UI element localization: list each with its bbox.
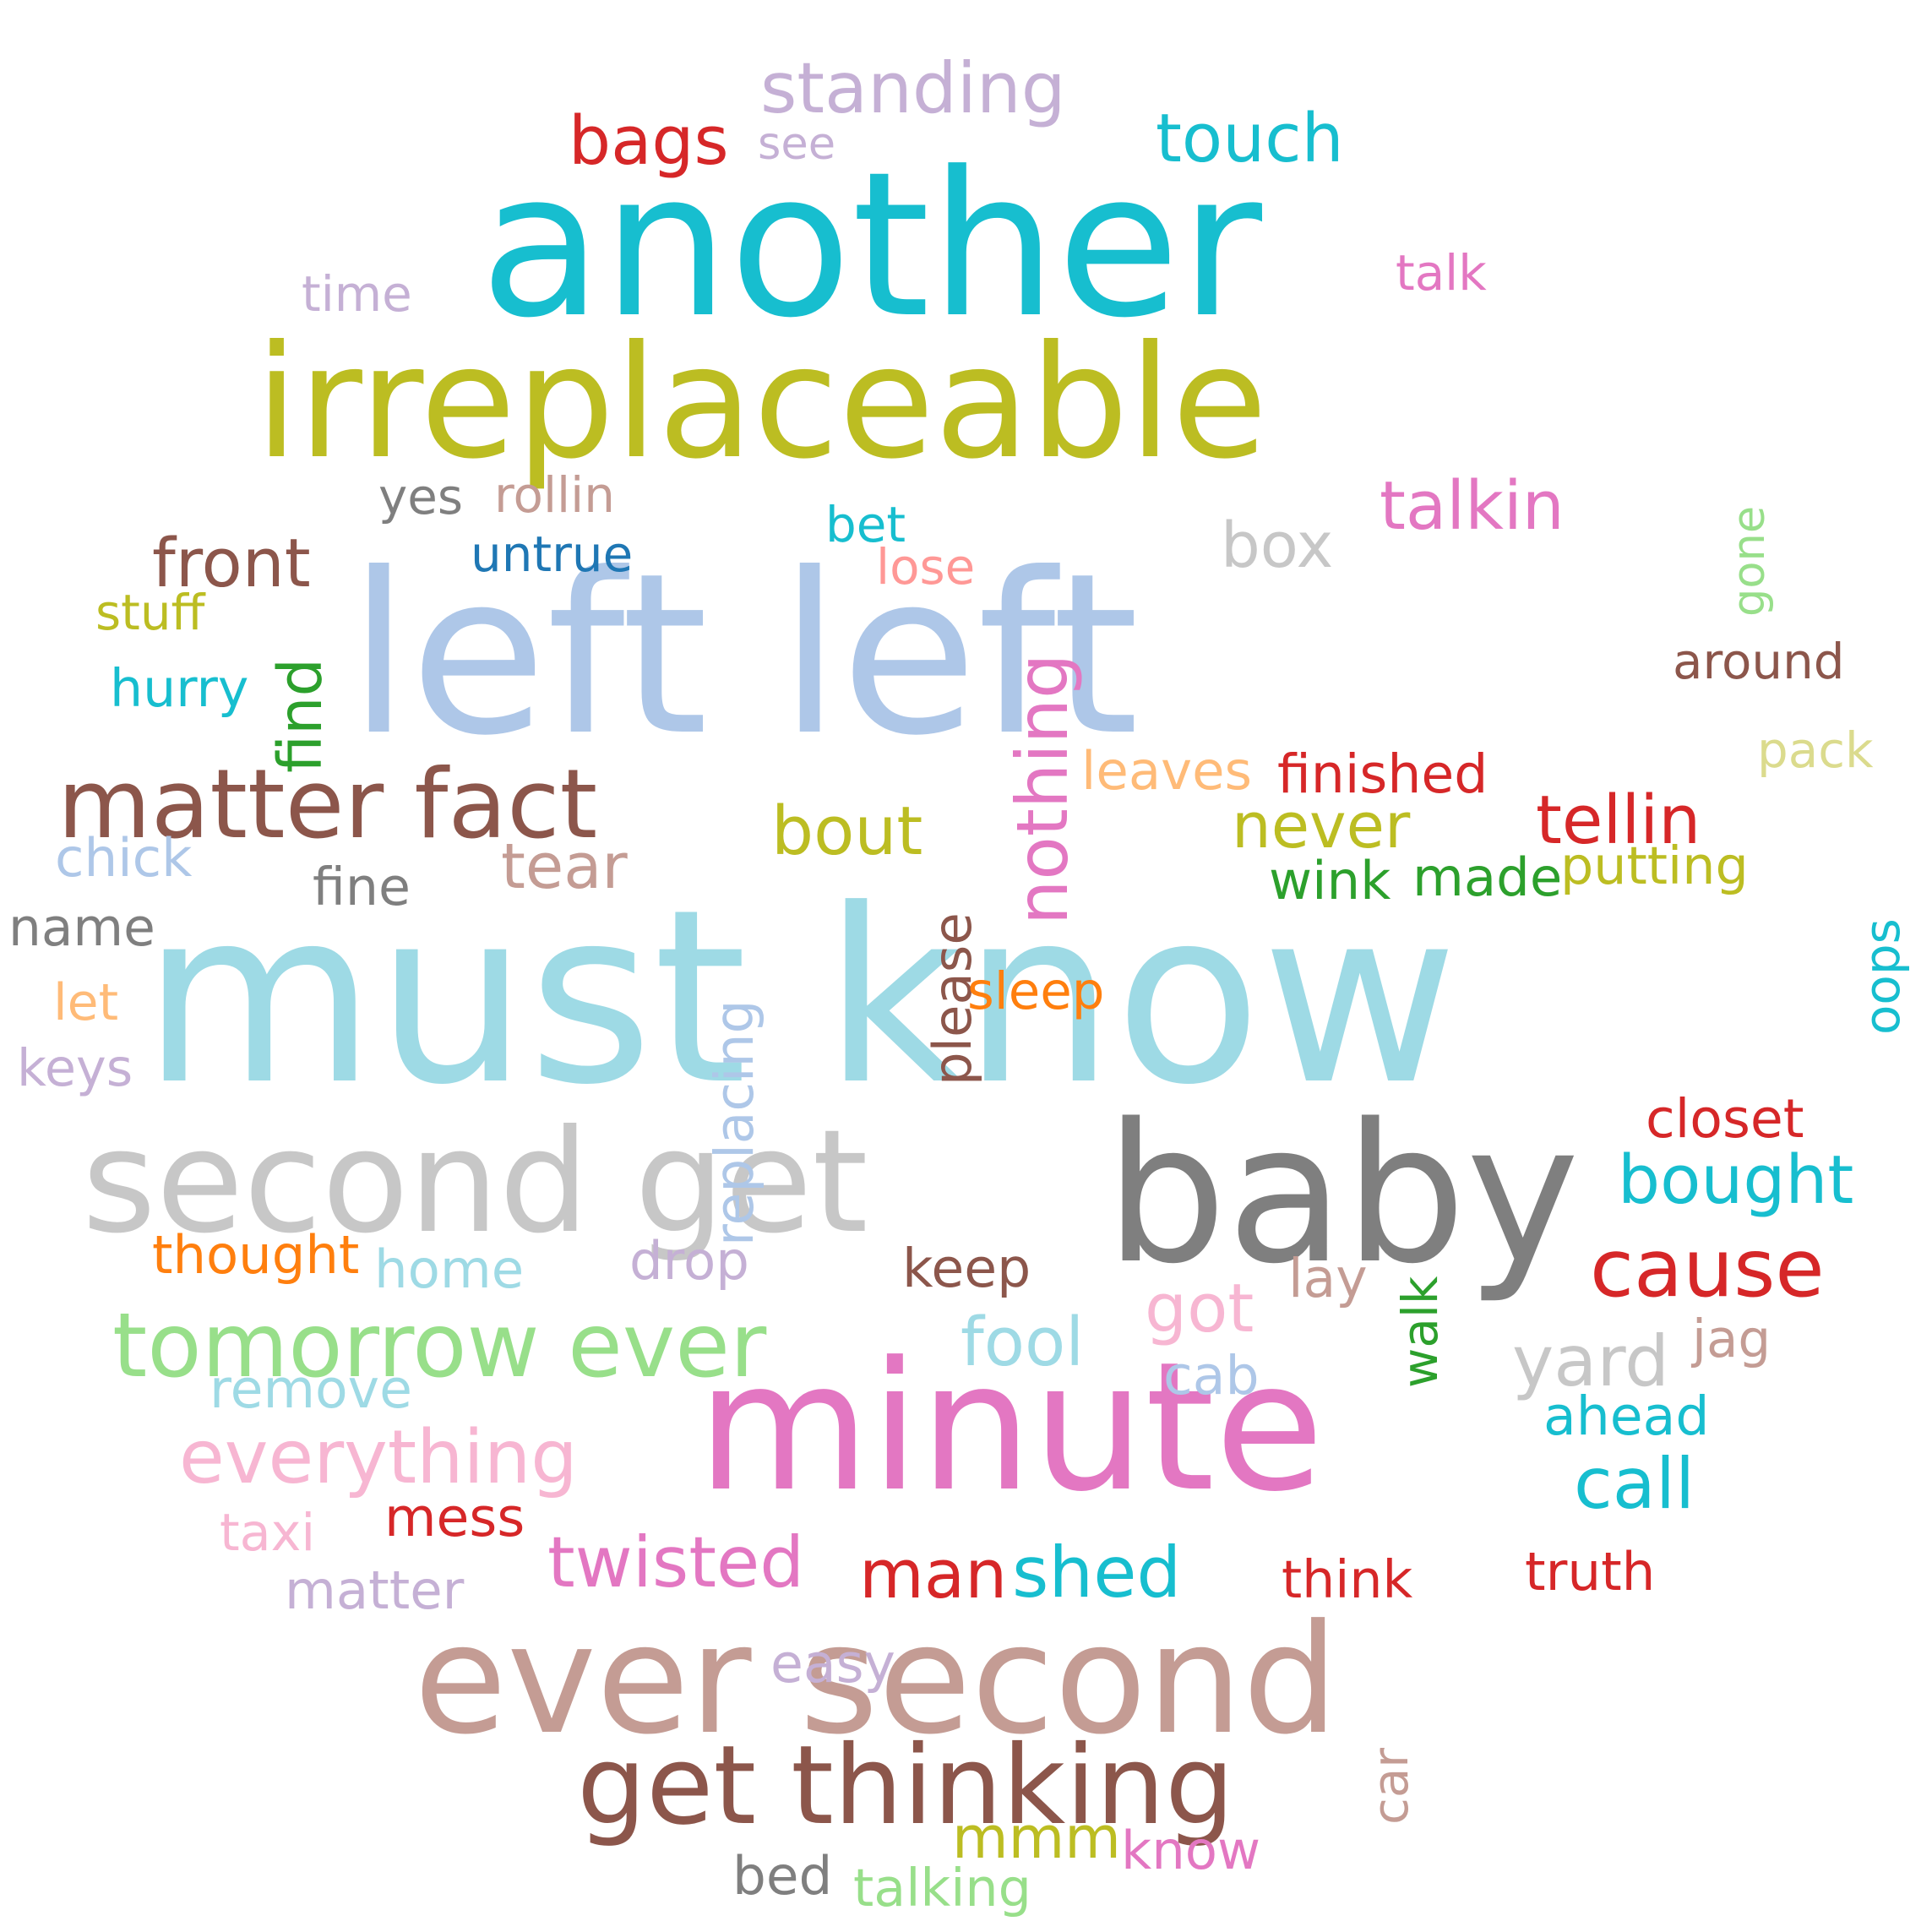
- word-chick: chick: [55, 827, 193, 889]
- word-walk: walk: [1391, 1276, 1449, 1388]
- word-nothing: nothing: [1001, 653, 1084, 925]
- word-box: box: [1221, 510, 1334, 582]
- word-talkin: talkin: [1380, 467, 1565, 545]
- word-find: find: [265, 658, 335, 773]
- word-tellin: tellin: [1536, 781, 1701, 859]
- word-oops: oops: [1853, 918, 1911, 1035]
- word-bet: bet: [825, 496, 906, 553]
- word-time: time: [302, 265, 412, 323]
- word-sleep: sleep: [967, 961, 1105, 1021]
- word-stuff: stuff: [95, 584, 205, 641]
- word-keys: keys: [17, 1039, 133, 1098]
- word-bought: bought: [1618, 1141, 1854, 1219]
- word-tomorrow-ever: tomorrow ever: [112, 1293, 767, 1397]
- word-taxi: taxi: [220, 1504, 316, 1563]
- word-see: see: [758, 118, 836, 170]
- word-touch: touch: [1156, 100, 1344, 177]
- word-lay: lay: [1288, 1247, 1368, 1309]
- word-gone: gone: [1723, 505, 1775, 617]
- word-hurry: hurry: [110, 658, 249, 719]
- word-remove: remove: [210, 1358, 412, 1420]
- word-talk: talk: [1396, 244, 1487, 302]
- word-tear: tear: [501, 831, 628, 903]
- word-name: name: [8, 898, 155, 958]
- word-bed: bed: [732, 1845, 833, 1907]
- word-fool: fool: [961, 1303, 1085, 1381]
- word-get-thinking: get thinking: [577, 1722, 1235, 1849]
- word-minute: minute: [697, 1324, 1325, 1531]
- word-baby: baby: [1105, 1082, 1580, 1306]
- word-car: car: [1362, 1747, 1419, 1825]
- word-mmm: mmm: [952, 1805, 1121, 1872]
- word-leaves: leaves: [1081, 740, 1253, 802]
- word-matter-fact: matter fact: [57, 748, 598, 860]
- word-standing: standing: [760, 47, 1066, 129]
- word-call: call: [1574, 1443, 1695, 1525]
- word-untrue: untrue: [471, 525, 634, 583]
- word-lose: lose: [876, 538, 976, 596]
- word-yard: yard: [1512, 1320, 1669, 1402]
- word-thought: thought: [152, 1224, 360, 1286]
- word-front: front: [152, 525, 311, 602]
- word-know: know: [1121, 1820, 1261, 1881]
- word-drop: drop: [629, 1230, 749, 1292]
- word-yes: yes: [378, 468, 464, 525]
- word-jag: jag: [1692, 1309, 1771, 1369]
- word-putting: putting: [1560, 835, 1749, 896]
- word-replacing: replacing: [704, 999, 765, 1246]
- word-never: never: [1232, 791, 1411, 863]
- word-truth: truth: [1525, 1541, 1656, 1603]
- word-ahead: ahead: [1543, 1385, 1710, 1447]
- word-fine: fine: [313, 857, 411, 917]
- word-closet: closet: [1646, 1087, 1804, 1150]
- word-matter: matter: [285, 1559, 465, 1621]
- word-finished: finished: [1277, 743, 1488, 805]
- word-twisted: twisted: [547, 1521, 805, 1603]
- word-everything: everything: [179, 1414, 578, 1500]
- word-home: home: [374, 1238, 525, 1300]
- word-bags: bags: [569, 102, 729, 180]
- word-easy: easy: [770, 1632, 895, 1695]
- word-shed: shed: [1012, 1532, 1182, 1614]
- word-talking: talking: [853, 1858, 1031, 1918]
- word-wink: wink: [1269, 850, 1391, 912]
- word-mess: mess: [384, 1486, 525, 1548]
- word-man: man: [859, 1536, 1008, 1614]
- word-around: around: [1673, 633, 1845, 690]
- word-bout: bout: [771, 792, 923, 870]
- word-rollin: rollin: [494, 466, 615, 524]
- word-let: let: [53, 973, 119, 1032]
- word-think: think: [1282, 1549, 1413, 1610]
- word-left-left: left left: [348, 526, 1140, 785]
- word-irreplaceable: irreplaceable: [255, 313, 1268, 493]
- word-cab: cab: [1163, 1344, 1260, 1407]
- word-pack: pack: [1757, 721, 1874, 779]
- word-must-know: must know: [142, 858, 1458, 1138]
- word-another: another: [480, 128, 1263, 362]
- word-got: got: [1145, 1270, 1254, 1347]
- word-second-get: second get: [82, 1099, 868, 1265]
- word-ever-second: ever second: [414, 1592, 1339, 1768]
- word-made: made: [1412, 846, 1563, 908]
- word-cause: cause: [1590, 1222, 1825, 1315]
- word-keep: keep: [902, 1237, 1031, 1299]
